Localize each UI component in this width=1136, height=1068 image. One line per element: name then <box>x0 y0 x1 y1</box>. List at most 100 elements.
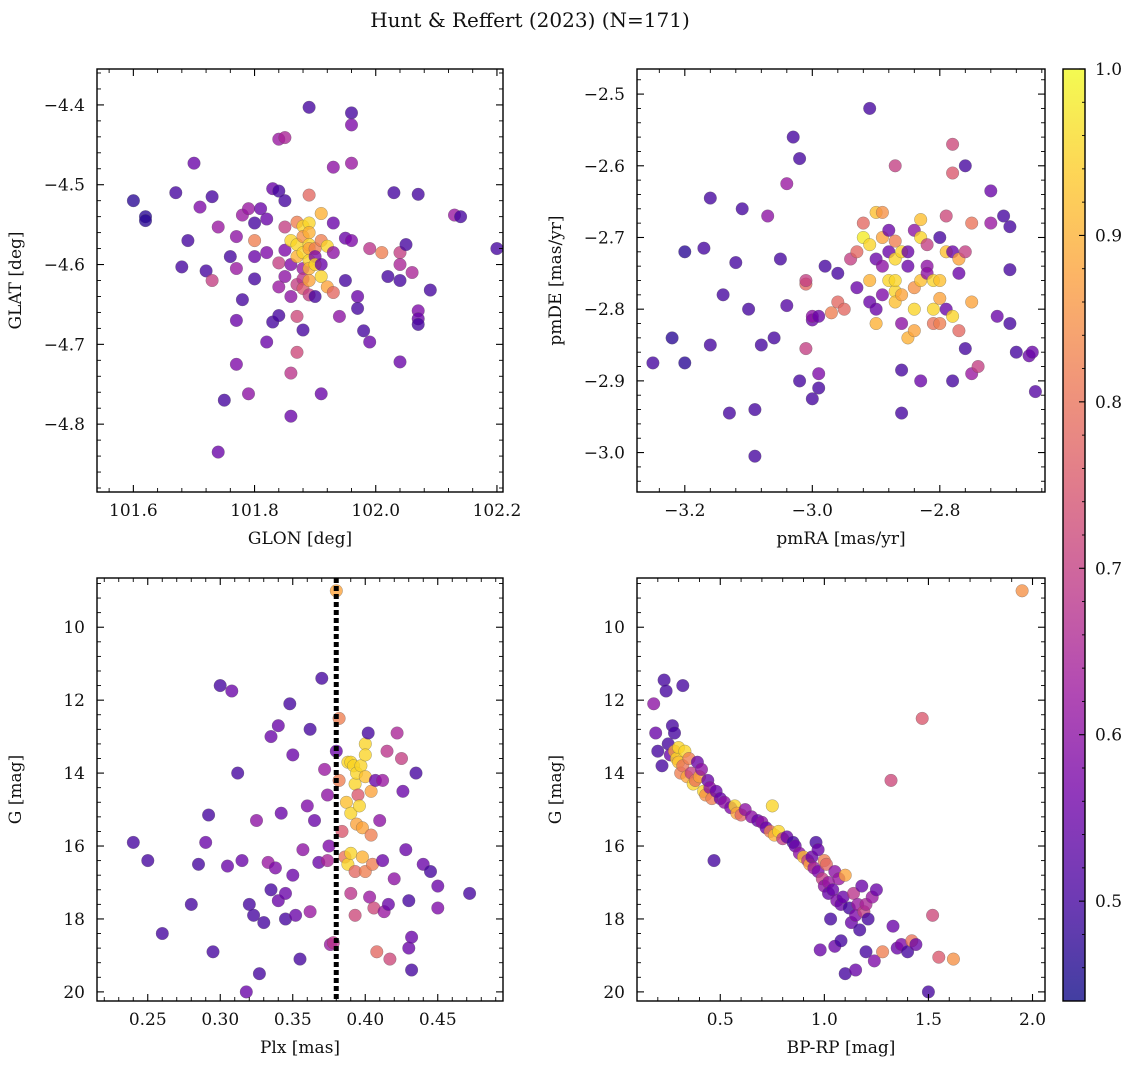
scatter-point <box>824 306 838 320</box>
scatter-point <box>248 234 262 248</box>
scatter-point <box>909 937 923 952</box>
scatter-point <box>856 216 870 230</box>
scatter-point <box>300 799 314 813</box>
scatter-point <box>271 719 285 733</box>
scatter-point <box>235 293 249 307</box>
scatter-point <box>431 901 445 915</box>
colorbar-tick-label: 1.0 <box>1095 60 1122 80</box>
scatter-point <box>348 908 362 922</box>
scatter-point <box>248 216 262 230</box>
scatter-point <box>1003 316 1017 331</box>
scatter-point <box>302 188 316 202</box>
scatter-point <box>260 246 274 260</box>
scatter-point <box>901 245 915 259</box>
scatter-point <box>901 259 915 273</box>
scatter-point <box>363 335 377 349</box>
scatter-point <box>284 289 298 304</box>
y-axis-label: GLAT [deg] <box>6 231 26 329</box>
scatter-point <box>314 257 328 272</box>
x-tick-label: 2.0 <box>1019 1010 1046 1030</box>
scatter-point <box>278 243 292 257</box>
scatter-point <box>649 726 663 740</box>
scatter-point <box>202 808 216 822</box>
colorbar: 0.5 0.6 0.7 0.8 0.9 1.0 <box>1062 60 1122 1002</box>
scatter-point <box>358 737 372 751</box>
scatter-point <box>952 266 966 280</box>
scatter-point <box>239 985 253 999</box>
scatter-point <box>819 857 833 871</box>
scatter-point <box>286 748 300 762</box>
scatter-point <box>875 259 889 273</box>
scatter-point <box>326 246 340 260</box>
y-tick-label: 18 <box>603 910 625 930</box>
scatter-point <box>773 252 787 266</box>
scatter-point <box>884 773 898 787</box>
scatter-point <box>694 762 709 776</box>
scatter-point <box>394 751 409 766</box>
scatter-point <box>646 356 660 370</box>
scatter-point <box>286 868 300 882</box>
scatter-point <box>405 265 419 280</box>
scatter-point <box>351 289 365 304</box>
scatter-panel-plx-gmag: 0.25 0.30 0.35 0.40 0.45 10 12 14 16 18 20 Plx [mas… <box>6 577 504 1058</box>
scatter-point <box>849 963 863 977</box>
scatter-point <box>914 213 928 227</box>
x-tick-label: −3.2 <box>664 501 705 521</box>
y-tick-label: 12 <box>63 691 85 711</box>
scatter-point <box>344 886 358 900</box>
scatter-point <box>126 194 140 208</box>
scatter-points <box>126 584 477 999</box>
scatter-point <box>647 697 661 711</box>
scatter-point <box>351 788 365 802</box>
y-tick-label: 10 <box>603 618 625 638</box>
x-axis-label: Plx [mas] <box>260 1038 340 1058</box>
scatter-point <box>707 854 721 868</box>
scatter-point <box>863 273 877 288</box>
colorbar-tick-label: 0.9 <box>1095 226 1122 246</box>
scatter-point <box>402 941 416 955</box>
scatter-point <box>405 963 419 977</box>
scatter-point <box>853 923 867 937</box>
scatter-point <box>869 883 883 897</box>
scatter-point <box>225 684 239 698</box>
scatter-point <box>805 392 819 406</box>
scatter-point <box>318 762 332 776</box>
scatter-point <box>293 952 307 966</box>
scatter-point <box>393 257 407 272</box>
y-tick-label: 14 <box>63 764 85 784</box>
scatter-point <box>247 908 261 922</box>
y-tick-label: −2.7 <box>584 228 625 248</box>
x-tick-label: 1.5 <box>915 1010 942 1030</box>
scatter-point <box>463 886 477 900</box>
colorbar-gradient <box>1063 69 1085 1001</box>
scatter-point <box>933 273 947 288</box>
x-tick-label: 0.30 <box>201 1010 239 1030</box>
x-tick-label: −2.8 <box>919 501 960 521</box>
scatter-point <box>1003 263 1017 277</box>
scatter-point <box>229 230 243 244</box>
scatter-point <box>869 316 883 331</box>
scatter-point <box>665 331 679 345</box>
y-tick-label: −2.5 <box>584 85 625 105</box>
scatter-point <box>308 289 322 304</box>
scatter-point <box>314 206 328 221</box>
scatter-point <box>307 813 322 828</box>
scatter-point <box>235 854 249 868</box>
scatter-point <box>780 177 794 191</box>
scatter-point <box>915 711 929 725</box>
scatter-point <box>888 273 902 288</box>
scatter-point <box>886 919 900 933</box>
x-tick-label: 0.40 <box>346 1010 384 1030</box>
scatter-point <box>895 406 909 420</box>
colorbar-tick-label: 0.8 <box>1095 393 1122 413</box>
scatter-point <box>344 156 359 170</box>
scatter-point <box>855 879 869 893</box>
scatter-point <box>332 773 346 787</box>
scatter-point <box>396 784 410 798</box>
y-axis-label: G [mag] <box>6 755 26 824</box>
scatter-point <box>248 272 262 286</box>
scatter-point <box>984 216 998 230</box>
scatter-point <box>361 726 375 740</box>
scatter-point <box>272 184 286 198</box>
colorbar-tick-label: 0.6 <box>1095 726 1122 746</box>
